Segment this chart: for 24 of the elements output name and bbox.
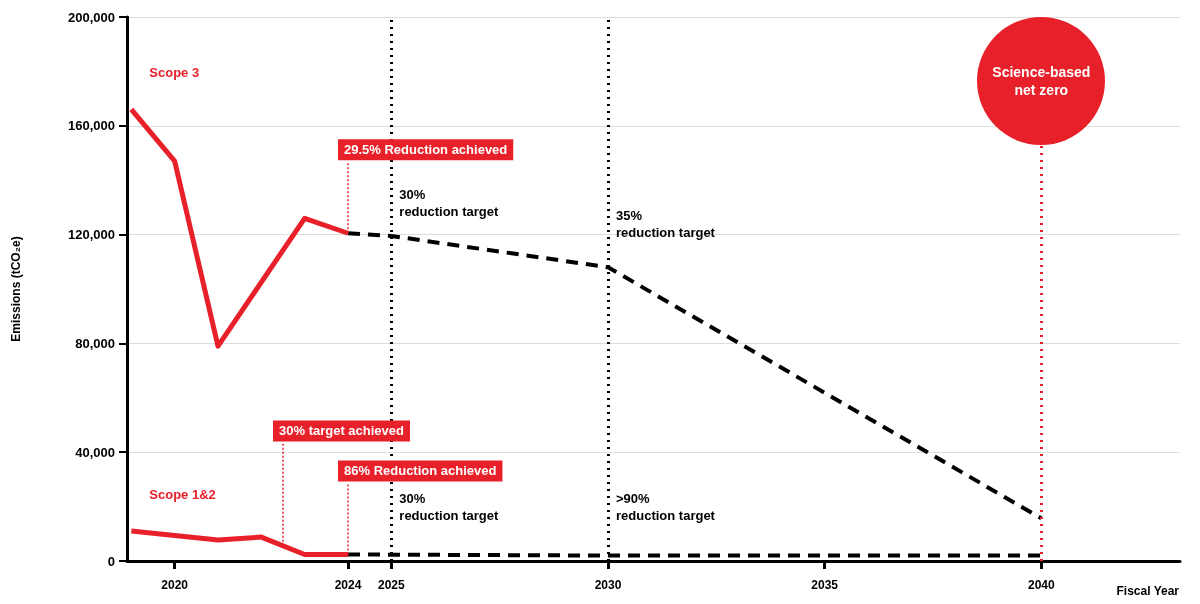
annotation: 29.5% Reduction achieved [344, 142, 508, 158]
annotation: 86% Reduction achieved [344, 463, 497, 479]
x-tick-label: 2025 [377, 578, 405, 592]
y-tick-label: 0 [107, 553, 115, 569]
text: Scope 3 [149, 64, 200, 80]
annotation: 30% reduction target [399, 491, 499, 524]
text: Scope 1&2 [149, 486, 216, 502]
x-axis-title: Fiscal Year [1116, 584, 1180, 598]
y-axis-title: Emissions (tCO₂e) [9, 236, 23, 342]
y-tick-label: 80,000 [75, 335, 115, 351]
annotation: >90% reduction target [616, 491, 716, 524]
y-tick-label: 40,000 [75, 444, 115, 460]
x-tick-label: 2024 [334, 578, 362, 592]
annotation: 30% reduction target [399, 186, 499, 219]
y-tick-label: 200,000 [68, 9, 115, 25]
x-tick-label: 2020 [161, 578, 189, 592]
x-tick-label: 2040 [1027, 578, 1055, 592]
y-tick-label: 120,000 [68, 227, 115, 243]
annotation: 35% reduction target [616, 208, 716, 241]
annotation: 30% target achieved [279, 423, 405, 439]
circle-badge: Science-based net zero [977, 17, 1106, 145]
x-tick-label: 2035 [811, 578, 839, 592]
x-tick-label: 2030 [594, 578, 622, 592]
y-tick-label: 160,000 [68, 118, 115, 134]
